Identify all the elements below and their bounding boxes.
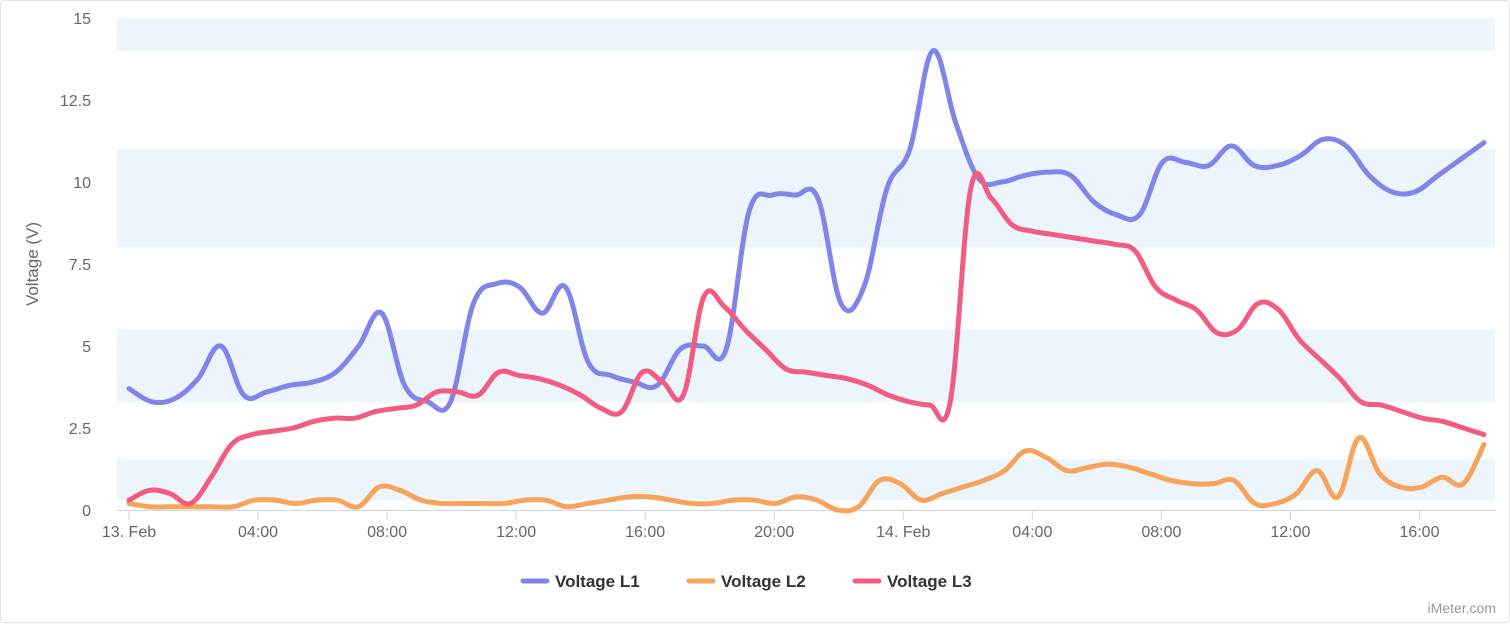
y-tick-label: 7.5 xyxy=(69,257,91,274)
series-line-l1[interactable] xyxy=(126,48,1487,413)
plot-band-2 xyxy=(117,329,1495,402)
x-tick-label: 12:00 xyxy=(496,524,536,541)
y-tick-label: 10 xyxy=(73,175,91,192)
series-lines xyxy=(126,48,1487,514)
x-tick-label: 04:00 xyxy=(1012,524,1052,541)
legend-label: Voltage L1 xyxy=(555,572,640,591)
plot-bands xyxy=(117,18,1495,501)
credits-link[interactable]: iMeter.com xyxy=(1428,600,1496,616)
legend[interactable]: Voltage L1 Voltage L2 Voltage L3 xyxy=(520,572,972,591)
plot-band-1 xyxy=(117,459,1495,501)
series-line-l3[interactable] xyxy=(126,170,1487,507)
series-line-l2[interactable] xyxy=(126,435,1487,514)
legend-item-l1[interactable]: Voltage L1 xyxy=(520,572,640,591)
legend-item-l3[interactable]: Voltage L3 xyxy=(852,572,972,591)
y-axis-title: Voltage (V) xyxy=(23,222,42,306)
y-tick-label: 2.5 xyxy=(69,421,91,438)
x-tick-label: 12:00 xyxy=(1270,524,1310,541)
y-tick-label: 12.5 xyxy=(60,93,91,110)
legend-label: Voltage L3 xyxy=(887,572,972,591)
x-tick-label: 08:00 xyxy=(1141,524,1181,541)
x-axis-ticks: 13. Feb 04:00 08:00 12:00 16:00 20:00 14. Feb 0… xyxy=(102,510,1440,541)
x-tick-label: 13. Feb xyxy=(102,524,156,541)
y-tick-label: 5 xyxy=(82,339,91,356)
legend-item-l2[interactable]: Voltage L2 xyxy=(686,572,806,591)
x-tick-label: 14. Feb xyxy=(876,524,930,541)
y-axis-ticks: 0 2.5 5 7.5 10 12.5 15 xyxy=(60,11,91,520)
legend-label: Voltage L2 xyxy=(721,572,806,591)
y-tick-label: 15 xyxy=(73,11,91,28)
x-tick-label: 20:00 xyxy=(754,524,794,541)
y-tick-label: 0 xyxy=(82,503,91,520)
x-tick-label: 16:00 xyxy=(1399,524,1439,541)
x-tick-label: 04:00 xyxy=(238,524,278,541)
x-tick-label: 08:00 xyxy=(367,524,407,541)
x-tick-label: 16:00 xyxy=(625,524,665,541)
plot-band-4 xyxy=(117,18,1495,51)
